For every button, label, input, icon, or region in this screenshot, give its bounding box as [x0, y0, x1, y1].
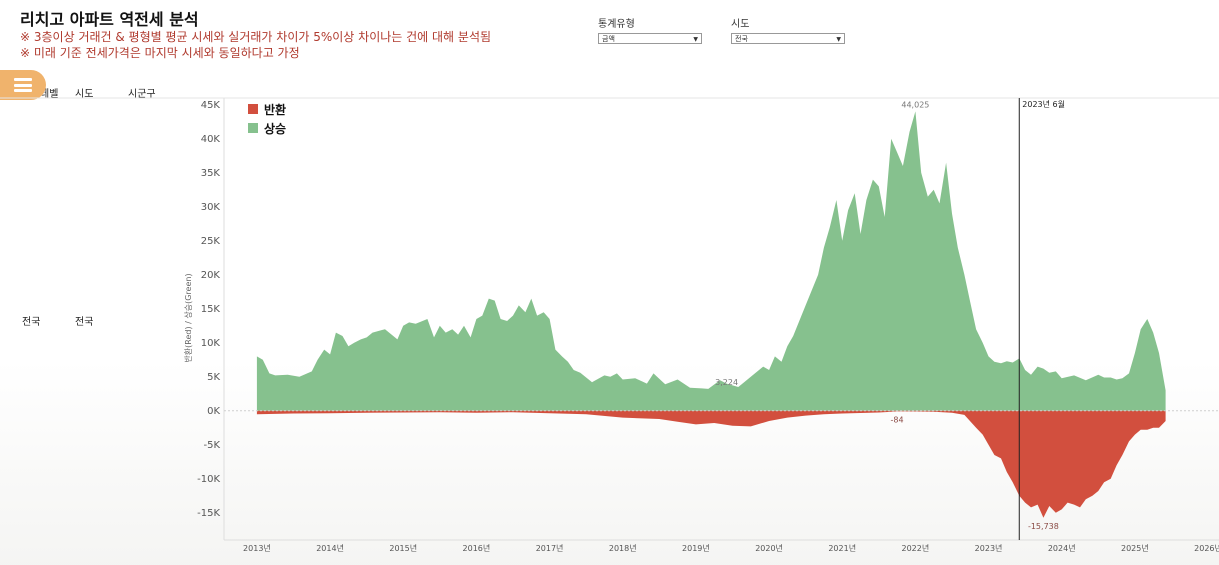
y-tick-label: 45K — [201, 100, 221, 111]
data-label: -15,738 — [1028, 522, 1059, 531]
col-header-level: 레벨 — [40, 89, 59, 100]
dropdown-arrow-icon: ▼ — [693, 36, 698, 43]
y-tick-label: -10K — [197, 474, 220, 485]
filter-sido-select[interactable]: 전국 ▼ — [731, 33, 845, 44]
series-down-area — [256, 410, 1166, 518]
x-tick-label: 2013년 — [243, 543, 271, 553]
legend-swatch-up — [248, 123, 258, 133]
page-title: 리치고 아파트 역전세 분석 — [20, 10, 199, 29]
x-tick-label: 2025년 — [1121, 543, 1149, 553]
y-tick-label: -15K — [197, 508, 220, 519]
col-header-sigungu: 시군구 — [128, 89, 156, 100]
y-tick-label: 35K — [201, 168, 221, 179]
filter-stat-type-label: 통계유형 — [598, 19, 635, 30]
data-label: 3,224 — [715, 378, 738, 387]
x-tick-label: 2018년 — [609, 543, 637, 553]
x-tick-label: 2026년 — [1194, 543, 1219, 553]
legend-label-up: 상승 — [264, 121, 286, 136]
filter-stat-type-value: 금액 — [602, 35, 615, 43]
x-tick-label: 2015년 — [389, 543, 417, 553]
y-tick-label: 25K — [201, 236, 221, 247]
reference-line-label: 2023년 6월 — [1022, 99, 1065, 109]
filter-sido-value: 전국 — [735, 35, 748, 43]
x-tick-label: 2022년 — [902, 543, 930, 553]
x-tick-label: 2016년 — [463, 543, 491, 553]
x-tick-label: 2017년 — [536, 543, 564, 553]
y-tick-label: 15K — [201, 304, 221, 315]
data-label: 44,025 — [901, 100, 929, 109]
analysis-note-1: ※ 3층이상 거래건 & 평형별 평균 시세와 실거래가 차이가 5%이상 차이… — [20, 30, 492, 44]
legend-swatch-down — [248, 104, 258, 114]
col-header-sido: 시도 — [75, 89, 94, 100]
filter-stat-type-select[interactable]: 금액 ▼ — [598, 33, 702, 44]
y-tick-label: -5K — [203, 440, 220, 451]
legend-label-down: 반환 — [264, 102, 286, 117]
y-tick-label: 5K — [207, 372, 220, 383]
x-tick-label: 2014년 — [316, 543, 344, 553]
row-label-level: 전국 — [22, 317, 41, 328]
y-tick-label: 40K — [201, 134, 221, 145]
filter-sido: 시도 전국 ▼ — [731, 15, 845, 44]
x-tick-label: 2019년 — [682, 543, 710, 553]
x-tick-label: 2024년 — [1048, 543, 1076, 553]
row-label-sido: 전국 — [75, 317, 94, 328]
menu-button[interactable] — [0, 70, 46, 100]
y-tick-label: 20K — [201, 270, 221, 281]
filter-sido-label: 시도 — [731, 19, 750, 30]
y-tick-label: 0K — [207, 406, 220, 417]
x-tick-label: 2021년 — [828, 543, 856, 553]
list-icon — [14, 78, 32, 92]
x-tick-label: 2023년 — [975, 543, 1003, 553]
dropdown-arrow-icon: ▼ — [836, 36, 841, 43]
y-tick-label: 10K — [201, 338, 221, 349]
x-tick-label: 2020년 — [755, 543, 783, 553]
y-axis-label: 반환(Red) / 상승(Green) — [183, 273, 193, 362]
filter-stat-type: 통계유형 금액 ▼ — [598, 15, 702, 44]
series-up-area — [256, 111, 1166, 411]
y-tick-label: 30K — [201, 202, 221, 213]
analysis-note-2: ※ 미래 기준 전세가격은 마지막 시세와 동일하다고 가정 — [20, 46, 300, 60]
data-label: -84 — [891, 415, 904, 424]
